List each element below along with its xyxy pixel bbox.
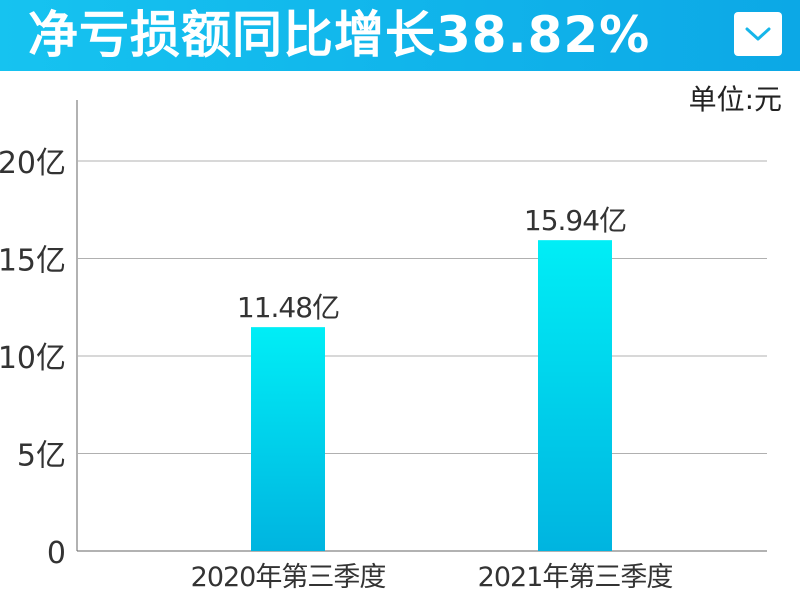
bar-data-label: 15.94亿 (524, 204, 626, 237)
chart-header: 净亏损额同比增长38.82% (0, 0, 800, 71)
chevron-down-icon (745, 27, 771, 41)
y-tick-label: 5亿 (17, 439, 66, 474)
x-category-label: 2020年第三季度 (191, 562, 386, 593)
bar (251, 327, 325, 551)
bar (538, 240, 612, 552)
y-tick-label: 10亿 (0, 341, 66, 376)
bar-data-label: 11.48亿 (237, 291, 339, 324)
x-category-label: 2021年第三季度 (478, 562, 673, 593)
unit-label: 单位:元 (688, 83, 782, 116)
y-tick-label: 20亿 (0, 146, 66, 181)
y-tick-label: 0 (47, 536, 66, 571)
y-tick-label: 15亿 (0, 244, 66, 279)
chart-title: 净亏损额同比增长38.82% (28, 6, 651, 64)
dropdown-button[interactable] (734, 12, 782, 56)
